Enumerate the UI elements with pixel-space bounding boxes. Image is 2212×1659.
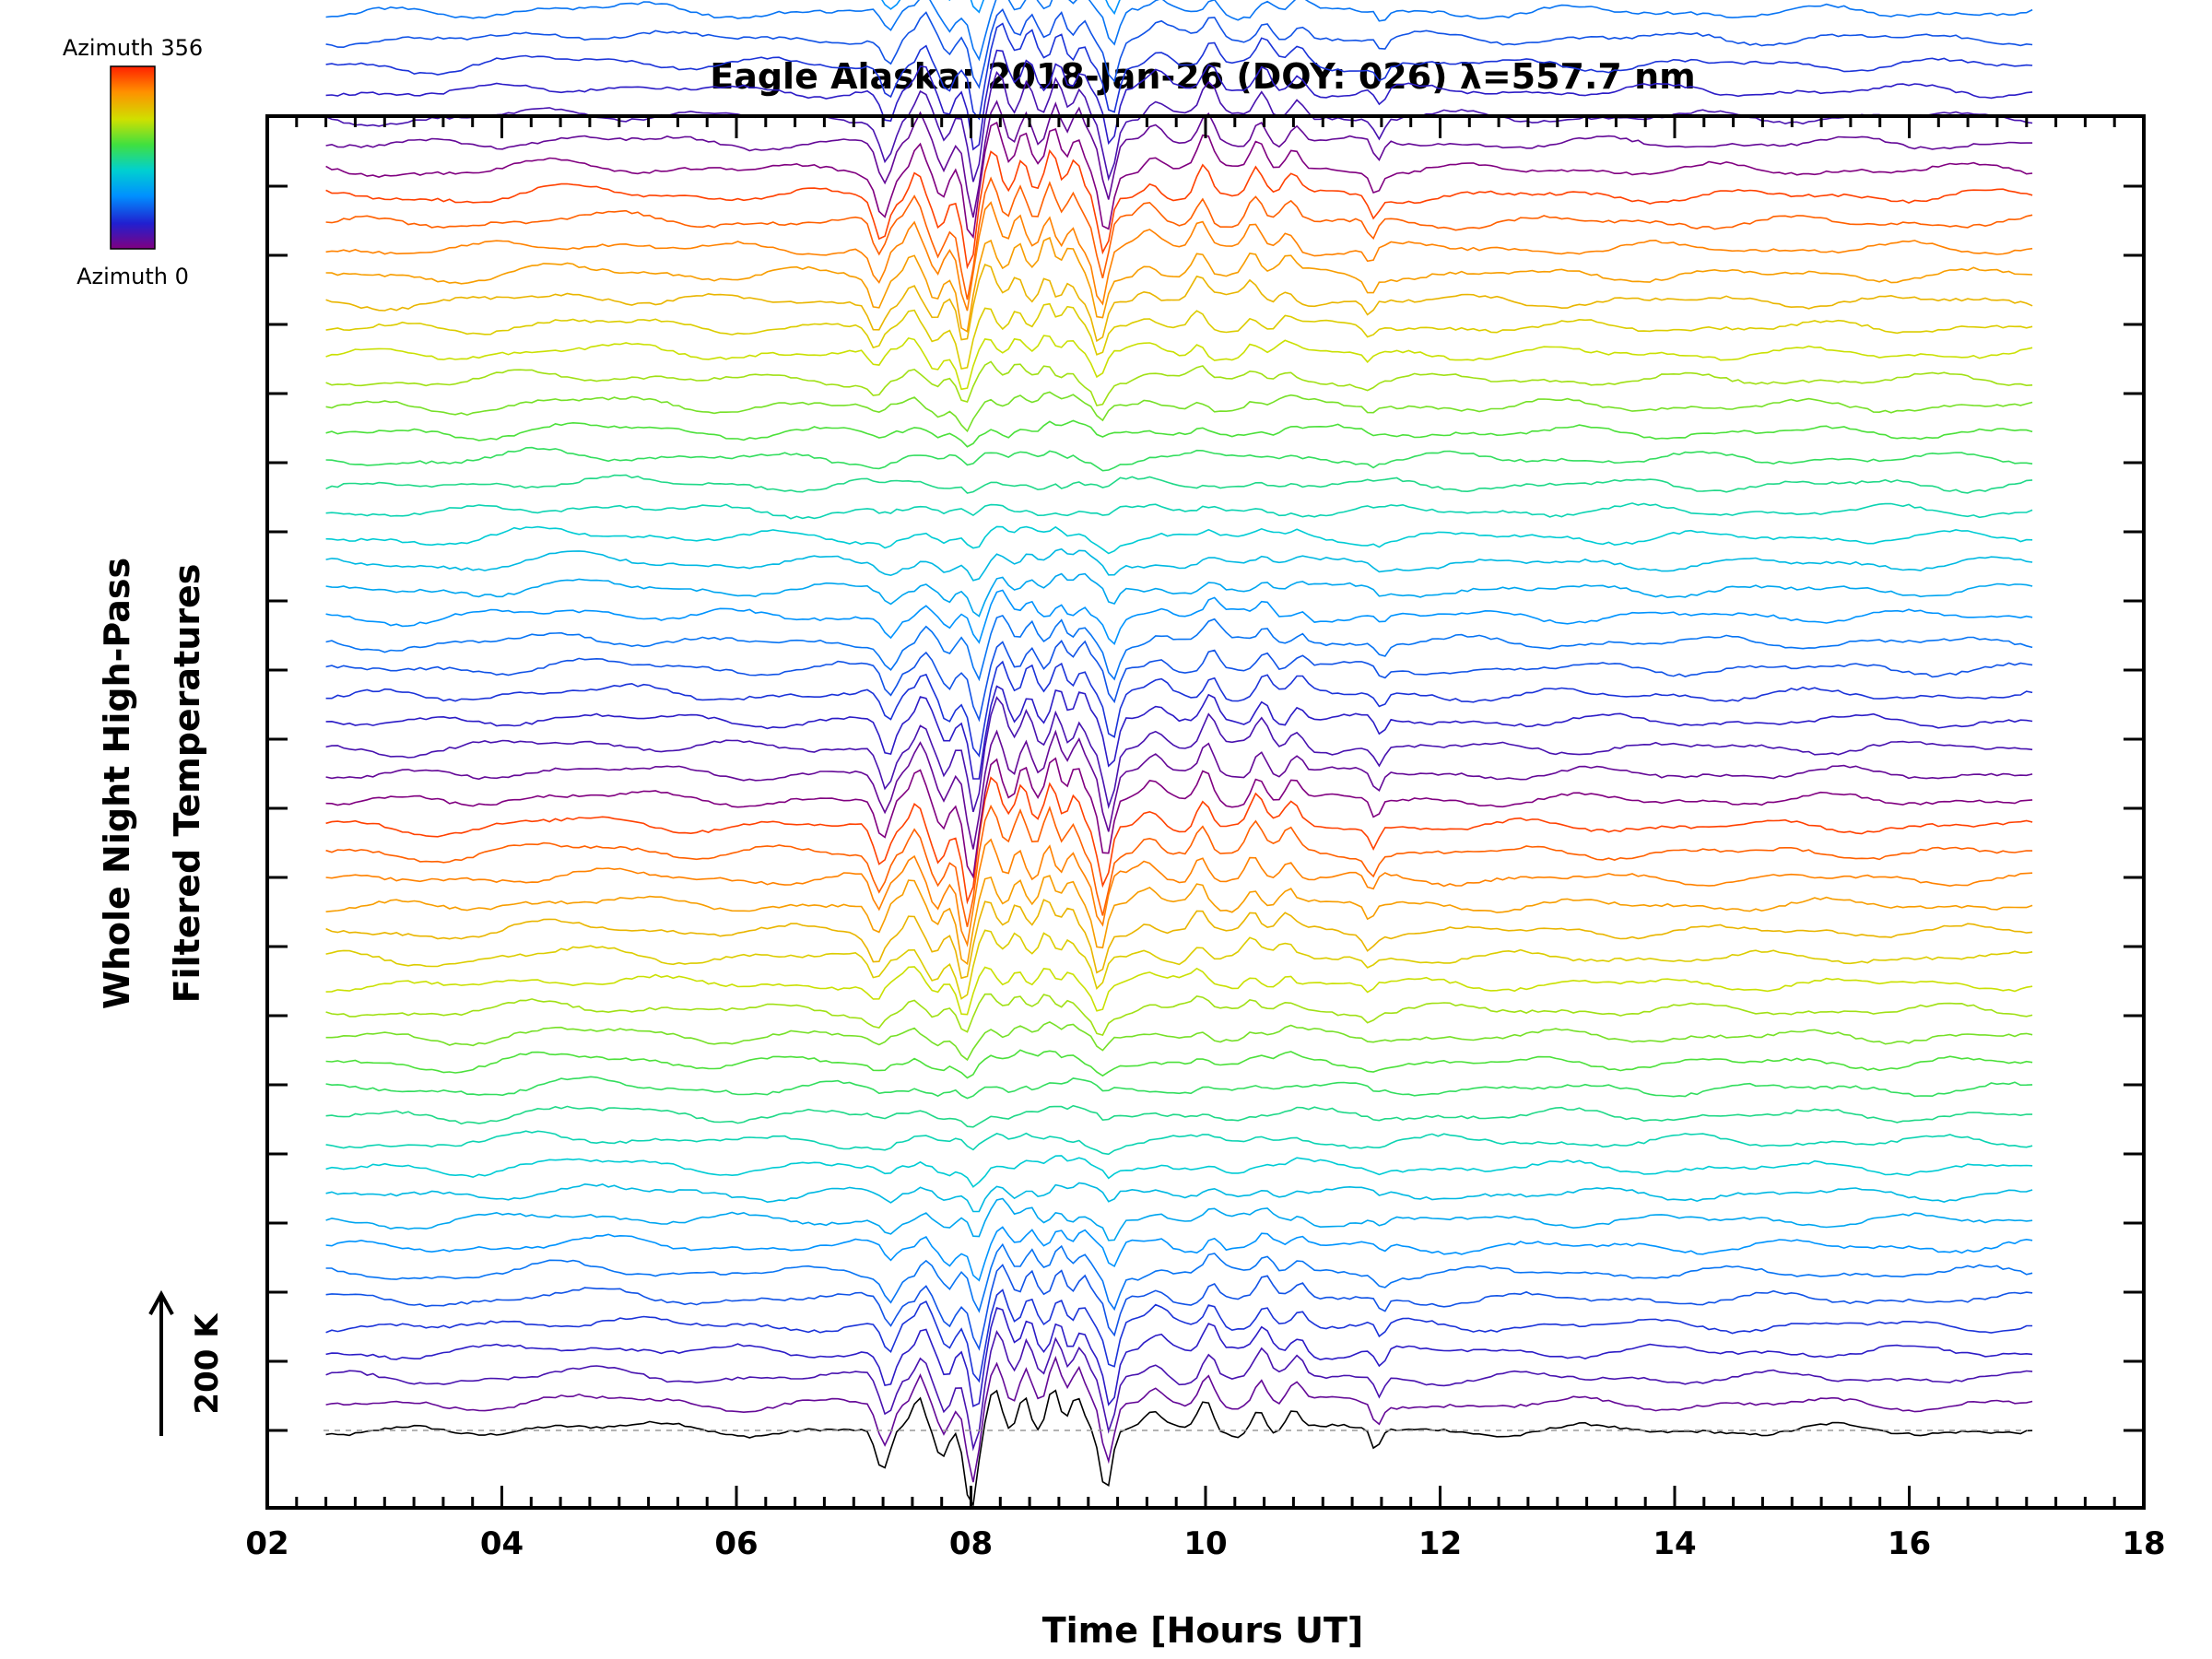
series-line [325,966,2033,1016]
series-line [325,419,2033,448]
series-line [325,1182,2033,1213]
x-tick-label: 06 [714,1525,758,1562]
series-line [325,1355,2033,1483]
series-line [325,1197,2033,1241]
series-line [325,804,2033,927]
series-line [325,757,2033,879]
series-line [325,446,2033,472]
series-line [325,121,2033,240]
x-axis-label: Time [Hours UT] [1042,1610,1364,1651]
series-line [325,236,2033,333]
x-tick-label: 04 [480,1525,524,1562]
series-line [325,1242,2033,1313]
y-axis-label-line2: Filtered Temperatures [167,564,207,1004]
series-line [325,1076,2033,1100]
scale-bar-label: 200 K [189,1312,226,1415]
colorbar [110,65,156,250]
series-line [325,1389,2033,1508]
series-line [325,929,2033,1000]
series-line [325,148,2033,270]
x-tick-label: 18 [2122,1525,2165,1562]
series-line [325,776,2033,905]
series-line [325,696,2033,813]
series-line [325,993,2033,1037]
series-line [325,201,2033,312]
series-group [325,0,2033,1508]
series-line [325,8,2033,89]
series-line [325,1226,2033,1282]
y-axis-label: Whole Night High-Pass Filtered Temperatu… [97,558,207,1009]
series-line [325,502,2033,520]
series-line [325,1330,2033,1452]
y-axis-label-line1: Whole Night High-Pass [97,558,137,1009]
series-line [325,391,2033,433]
series-line [325,547,2033,582]
series-line [325,474,2033,494]
series-line [325,572,2033,618]
series-line [325,875,2033,966]
series-line [325,525,2033,555]
series-line [325,22,2033,121]
series-line [325,640,2033,723]
series-line [325,838,2033,947]
scale-bar: 200 K [148,1289,226,1436]
x-axis: 02 04 06 08 10 12 14 16 18 [245,116,2166,1562]
x-tick-label: 10 [1183,1525,1227,1562]
series-line [325,0,2033,62]
colorbar-top-label: Azimuth 356 [63,35,203,61]
series-line [325,899,2033,980]
x-tick-label: 14 [1653,1525,1696,1562]
series-line [325,302,2033,371]
x-tick-label: 02 [245,1525,288,1562]
series-line [325,360,2033,406]
series-line [325,335,2033,391]
series-line [325,1021,2033,1062]
series-line [325,614,2033,682]
series-line [325,660,2033,758]
x-tick-label: 16 [1888,1525,1931,1562]
series-line [325,49,2033,151]
series-line [325,1264,2033,1351]
series-line [325,1155,2033,1188]
series-line [325,1306,2033,1407]
x-tick-label: 08 [949,1525,993,1562]
y-axis [267,184,2144,1432]
series-line [325,176,2033,300]
series-line [325,100,2033,218]
series-line [325,589,2033,645]
series-line [325,1104,2033,1128]
series-line [325,263,2033,343]
x-tick-label: 12 [1418,1525,1462,1562]
plot-frame [265,114,2146,1510]
series-line [325,1049,2033,1079]
series-line [325,1130,2033,1156]
series-line [881,0,1121,16]
series-line [325,685,2033,780]
colorbar-bottom-label: Azimuth 0 [76,264,189,289]
series-line [325,1288,2033,1383]
series-line [325,729,2033,850]
